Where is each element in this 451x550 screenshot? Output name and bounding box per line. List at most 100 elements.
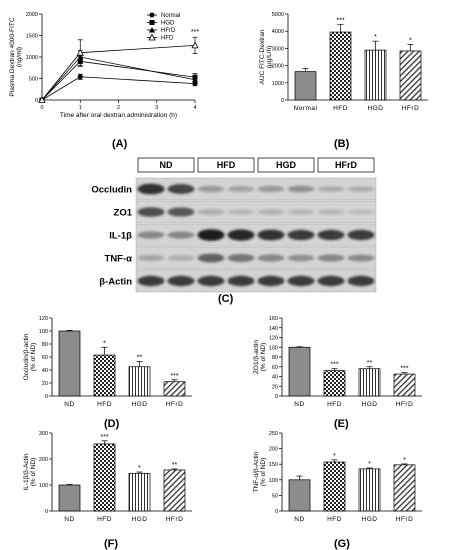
chart-f-bar: 0 100 200 300 ND *** HFD * HGD ** HFrD IL-1β/β-Acti… [23, 431, 192, 523]
x-tick-label-a: 1 [79, 105, 82, 111]
blot-band [197, 253, 225, 263]
y-tick-label-a: 1000 [26, 55, 38, 61]
blot-band [257, 209, 285, 215]
x-tick-label-d: HFrD [166, 401, 184, 408]
point-a-hfrd [192, 76, 198, 83]
x-tick-label-a: 2 [117, 105, 120, 111]
y-axis-title-unit-g: (% of ND) [260, 458, 267, 487]
bar-f-nd [58, 484, 81, 512]
blot-band [227, 229, 255, 241]
x-tick-label-g: HFrD [396, 516, 414, 523]
bar-b-hfrd [399, 50, 422, 101]
y-tick-label-a: 1500 [26, 34, 38, 40]
y-axis-title-unit-f: (% of ND) [30, 458, 37, 487]
series-a-hfrd [39, 50, 198, 103]
y-axis-title-a: Plasma Dextran 4000-FITC [9, 17, 16, 96]
y-tick-label-e: 80 [272, 355, 278, 361]
bar-e-hgd [358, 368, 381, 397]
x-tick-label-f: HGD [132, 516, 148, 523]
panel-label-g: (G) [334, 538, 350, 550]
x-tick-label-g: HGD [362, 516, 378, 523]
x-tick-label-g: ND [294, 516, 304, 523]
significance-f-hfd: *** [100, 434, 108, 441]
blot-strip-0 [135, 177, 377, 201]
significance-b-hgd: * [374, 34, 377, 41]
y-tick-label-d: 0 [45, 394, 48, 400]
legend-marker-a-hfd [148, 33, 156, 41]
blot-group-box-hfrd [317, 157, 375, 173]
chart-d-bar: 0 20 40 60 80 100 120 ND * HFD ** HGD *** HFrD Occludi… [23, 316, 192, 408]
y-tick-label-d: 80 [42, 342, 48, 348]
bar-e-nd [288, 346, 311, 397]
x-tick-label-e: HFrD [396, 401, 414, 408]
significance-g-hfrd: * [403, 457, 406, 464]
y-tick-label-f: 100 [39, 483, 48, 489]
blot-band [347, 254, 375, 262]
bar-e-hfd [323, 370, 346, 397]
y-tick-label-e: 60 [272, 365, 278, 371]
y-axis-title-unit-e: (% of ND) [260, 343, 267, 372]
y-tick-label-b: 0 [281, 98, 284, 104]
blot-band [197, 275, 225, 287]
y-tick-label-b: 3000 [272, 46, 284, 52]
panel-label-c: (C) [218, 293, 234, 305]
chart-a-line: 0 500 1000 1500 2000 0 1 2 3 4 Time after oral dex… [9, 12, 199, 119]
y-tick-label-g: 150 [269, 462, 278, 468]
chart-b-bar: 0 1000 2000 3000 4000 5000 Normal *** HFD * HGD * HF… [259, 12, 428, 112]
series-line-a-hfrd [41, 56, 196, 101]
blot-band [317, 209, 345, 215]
blot-band [317, 275, 345, 287]
chart-g-bar: 0 50 100 150 200 250 ND * HFD * HGD * HFrD TNF-α/β-Ac… [253, 431, 422, 523]
significance-f-hfrd: ** [172, 462, 178, 469]
significance-b-hfrd: * [409, 37, 412, 44]
blot-band [257, 275, 285, 287]
bar-d-hfrd [163, 381, 186, 397]
x-tick-label-e: HFD [327, 401, 342, 408]
y-tick-label-f: 0 [45, 509, 48, 515]
legend-marker-a-hgd [149, 20, 155, 25]
series-line-a-hgd [41, 60, 196, 101]
y-tick-label-a: 500 [29, 77, 38, 83]
blot-band [137, 255, 165, 261]
blot-band [167, 184, 195, 194]
y-tick-label-d: 100 [39, 329, 48, 335]
y-tick-label-d: 120 [39, 316, 48, 322]
bar-g-hfrd [393, 464, 416, 512]
legend-label-a-hfrd: HFrD [161, 28, 176, 34]
x-tick-label-b: Normal [294, 105, 318, 112]
y-tick-label-b: 1000 [272, 81, 284, 87]
y-tick-label-e: 0 [275, 394, 278, 400]
significance-e-hfd: *** [330, 362, 338, 369]
y-tick-label-b: 4000 [272, 29, 284, 35]
blot-band [287, 185, 315, 193]
x-tick-label-b: HGD [368, 105, 384, 112]
blot-band [167, 207, 195, 217]
blot-group-label-hfrd: HFrD [335, 160, 357, 170]
blot-band [137, 275, 165, 287]
blot-strip-3 [135, 246, 377, 270]
bar-e-hfrd [393, 373, 416, 397]
blot-band [197, 229, 225, 241]
y-tick-label-g: 0 [275, 509, 278, 515]
y-tick-label-e: 100 [269, 345, 278, 351]
y-tick-label-e: 160 [269, 316, 278, 322]
blot-band [287, 275, 315, 287]
blot-band [347, 186, 375, 192]
blot-band [257, 185, 285, 193]
bar-b-hgd [364, 49, 387, 101]
blot-row-label-1: ZO1 [114, 208, 133, 219]
blot-group-box-hgd [257, 157, 315, 173]
y-tick-label-g: 100 [269, 478, 278, 484]
point-a-hfd [76, 48, 84, 56]
blot-group-box-hfd [197, 157, 255, 173]
x-tick-label-e: ND [294, 401, 304, 408]
blot-band [227, 254, 255, 262]
series-line-a-hfd [41, 44, 196, 101]
y-tick-label-a: 0 [35, 98, 38, 104]
x-tick-label-d: HFD [97, 401, 112, 408]
point-a-hfd [38, 96, 46, 103]
significance-d-hfd: * [103, 340, 106, 347]
blot-row-label-4: β-Actin [99, 277, 132, 288]
bar-f-hgd [128, 472, 151, 512]
blot-band [317, 254, 345, 262]
